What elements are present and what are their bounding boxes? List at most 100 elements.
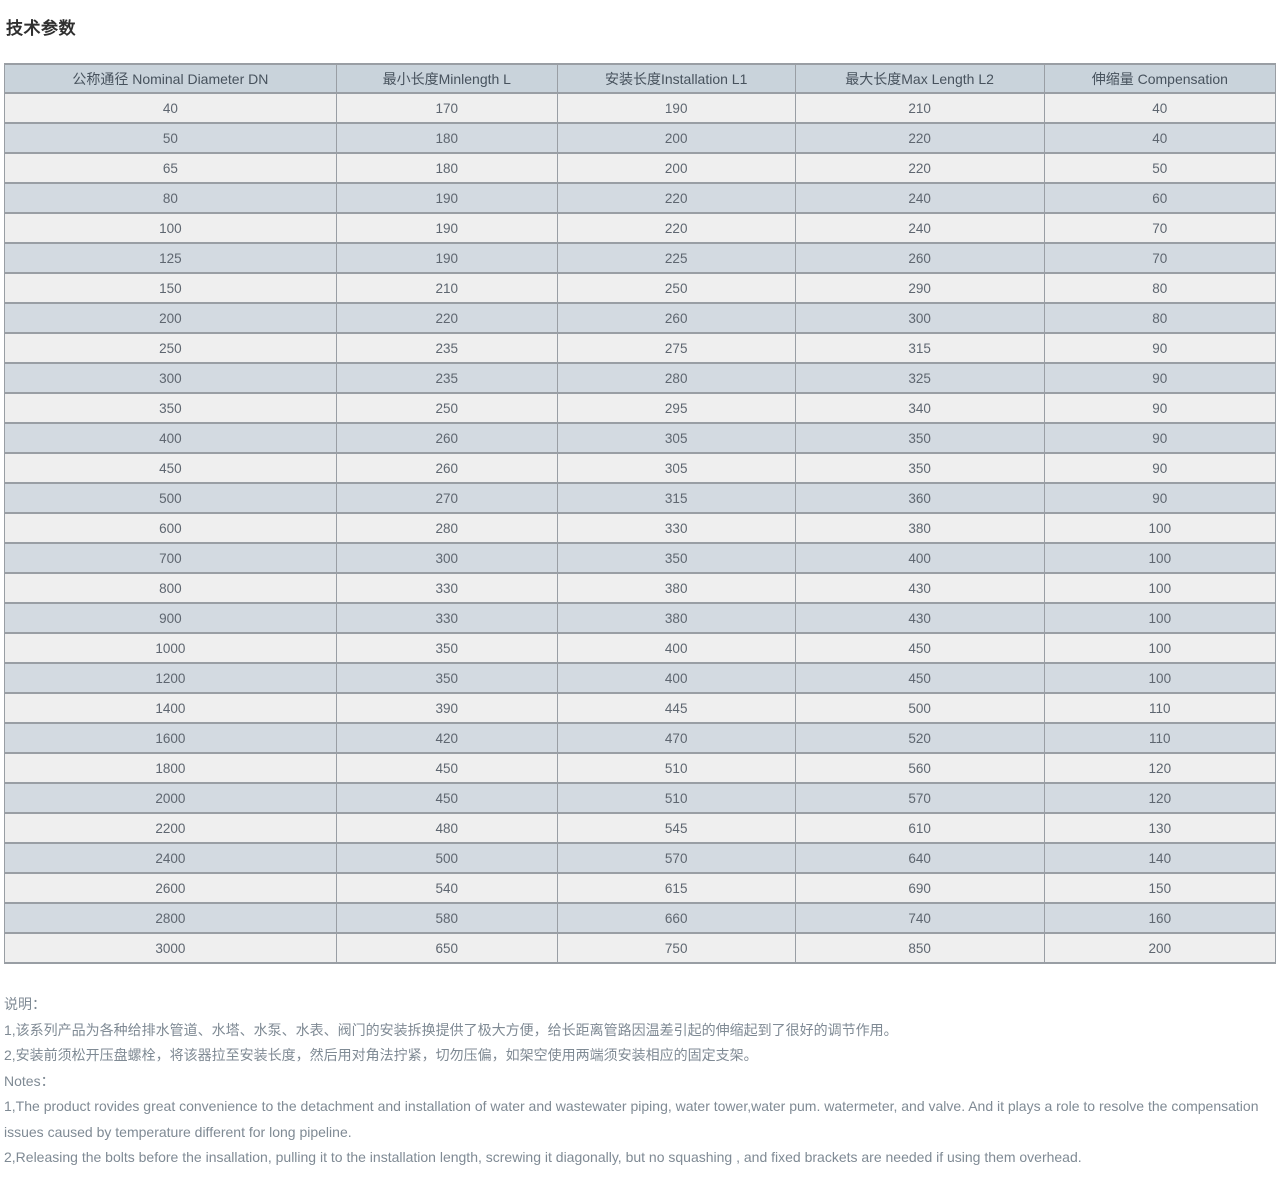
table-cell: 570: [794, 782, 1045, 814]
table-cell: 275: [556, 332, 796, 364]
table-row: 1600 420 470 520 110: [4, 722, 1277, 754]
table-cell: 50: [1043, 152, 1277, 184]
table-row: 1800 450 510 560 120: [4, 752, 1277, 784]
table-cell: 650: [335, 932, 558, 964]
table-cell: 225: [556, 242, 796, 274]
table-cell: 610: [794, 812, 1045, 844]
notes-section: 说明： 1,该系列产品为各种给排水管道、水塔、水泵、水表、阀门的安装拆换提供了极…: [4, 992, 1276, 1171]
table-cell: 470: [556, 722, 796, 754]
table-cell: 300: [794, 302, 1045, 334]
table-row: 125 190 225 260 70: [4, 242, 1277, 274]
table-cell: 570: [556, 842, 796, 874]
table-cell: 260: [556, 302, 796, 334]
table-cell: 520: [794, 722, 1045, 754]
table-cell: 235: [335, 332, 558, 364]
table-row: 1000 350 400 450 100: [4, 632, 1277, 664]
table-cell: 740: [794, 902, 1045, 934]
notes-en-heading: Notes：: [4, 1072, 55, 1089]
table-cell: 450: [335, 752, 558, 784]
column-header: 安装长度Installation L1: [556, 63, 796, 94]
notes-cn-item: 1,该系列产品为各种给排水管道、水塔、水泵、水表、阀门的安装拆换提供了极大方便，…: [4, 1021, 898, 1038]
table-row: 1400 390 445 500 110: [4, 692, 1277, 724]
notes-cn-item: 2,安装前须松开压盘螺栓，将该器拉至安装长度，然后用对角法拧紧，切勿压偏，如架空…: [4, 1047, 758, 1063]
table-cell: 1200: [4, 662, 337, 694]
table-cell: 500: [794, 692, 1045, 724]
table-cell: 100: [1043, 632, 1277, 664]
table-cell: 220: [794, 122, 1045, 154]
table-cell: 325: [794, 362, 1045, 394]
table-cell: 800: [4, 572, 337, 604]
table-cell: 200: [556, 152, 796, 184]
table-row: 300 235 280 325 90: [4, 362, 1277, 394]
table-cell: 180: [335, 152, 558, 184]
table-cell: 200: [1043, 932, 1277, 964]
table-cell: 100: [1043, 542, 1277, 574]
page-title: 技术参数: [6, 19, 76, 38]
table-cell: 330: [335, 602, 558, 634]
table-cell: 380: [794, 512, 1045, 544]
table-row: 350 250 295 340 90: [4, 392, 1277, 424]
table-cell: 70: [1043, 242, 1277, 274]
notes-cn-heading: 说明：: [4, 996, 46, 1012]
table-cell: 90: [1043, 332, 1277, 364]
table-cell: 380: [556, 602, 796, 634]
table-cell: 290: [794, 272, 1045, 304]
table-cell: 180: [335, 122, 558, 154]
table-cell: 150: [4, 272, 337, 304]
table-cell: 360: [794, 482, 1045, 514]
table-cell: 100: [1043, 602, 1277, 634]
table-cell: 1400: [4, 692, 337, 724]
table-cell: 100: [1043, 512, 1277, 544]
table-cell: 2400: [4, 842, 337, 874]
table-cell: 260: [794, 242, 1045, 274]
table-cell: 640: [794, 842, 1045, 874]
table-cell: 305: [556, 422, 796, 454]
column-header: 伸缩量 Compensation: [1043, 63, 1277, 94]
table-cell: 560: [794, 752, 1045, 784]
table-cell: 210: [335, 272, 558, 304]
notes-en-item: 2,Releasing the bolts before the insalla…: [4, 1149, 1082, 1165]
table-cell: 400: [4, 422, 337, 454]
table-cell: 70: [1043, 212, 1277, 244]
table-cell: 2000: [4, 782, 337, 814]
table-cell: 350: [794, 452, 1045, 484]
table-cell: 1000: [4, 632, 337, 664]
table-row: 250 235 275 315 90: [4, 332, 1277, 364]
table-cell: 305: [556, 452, 796, 484]
table-cell: 250: [4, 332, 337, 364]
table-cell: 220: [335, 302, 558, 334]
table-cell: 390: [335, 692, 558, 724]
table-row: 450 260 305 350 90: [4, 452, 1277, 484]
table-row: 50 180 200 220 40: [4, 122, 1277, 154]
table-cell: 350: [4, 392, 337, 424]
table-cell: 450: [794, 662, 1045, 694]
table-cell: 220: [556, 182, 796, 214]
table-cell: 2200: [4, 812, 337, 844]
table-cell: 260: [335, 452, 558, 484]
table-cell: 170: [335, 92, 558, 124]
table-cell: 350: [794, 422, 1045, 454]
table-cell: 445: [556, 692, 796, 724]
table-cell: 500: [4, 482, 337, 514]
table-cell: 80: [4, 182, 337, 214]
table-cell: 2800: [4, 902, 337, 934]
table-cell: 315: [556, 482, 796, 514]
table-cell: 1800: [4, 752, 337, 784]
table-cell: 545: [556, 812, 796, 844]
table-cell: 330: [556, 512, 796, 544]
table-cell: 110: [1043, 722, 1277, 754]
table-row: 600 280 330 380 100: [4, 512, 1277, 544]
table-row: 500 270 315 360 90: [4, 482, 1277, 514]
table-cell: 350: [335, 662, 558, 694]
table-cell: 90: [1043, 452, 1277, 484]
table-cell: 2600: [4, 872, 337, 904]
table-cell: 430: [794, 572, 1045, 604]
table-cell: 450: [4, 452, 337, 484]
table-cell: 140: [1043, 842, 1277, 874]
table-cell: 50: [4, 122, 337, 154]
table-cell: 700: [4, 542, 337, 574]
table-cell: 80: [1043, 302, 1277, 334]
table-cell: 110: [1043, 692, 1277, 724]
